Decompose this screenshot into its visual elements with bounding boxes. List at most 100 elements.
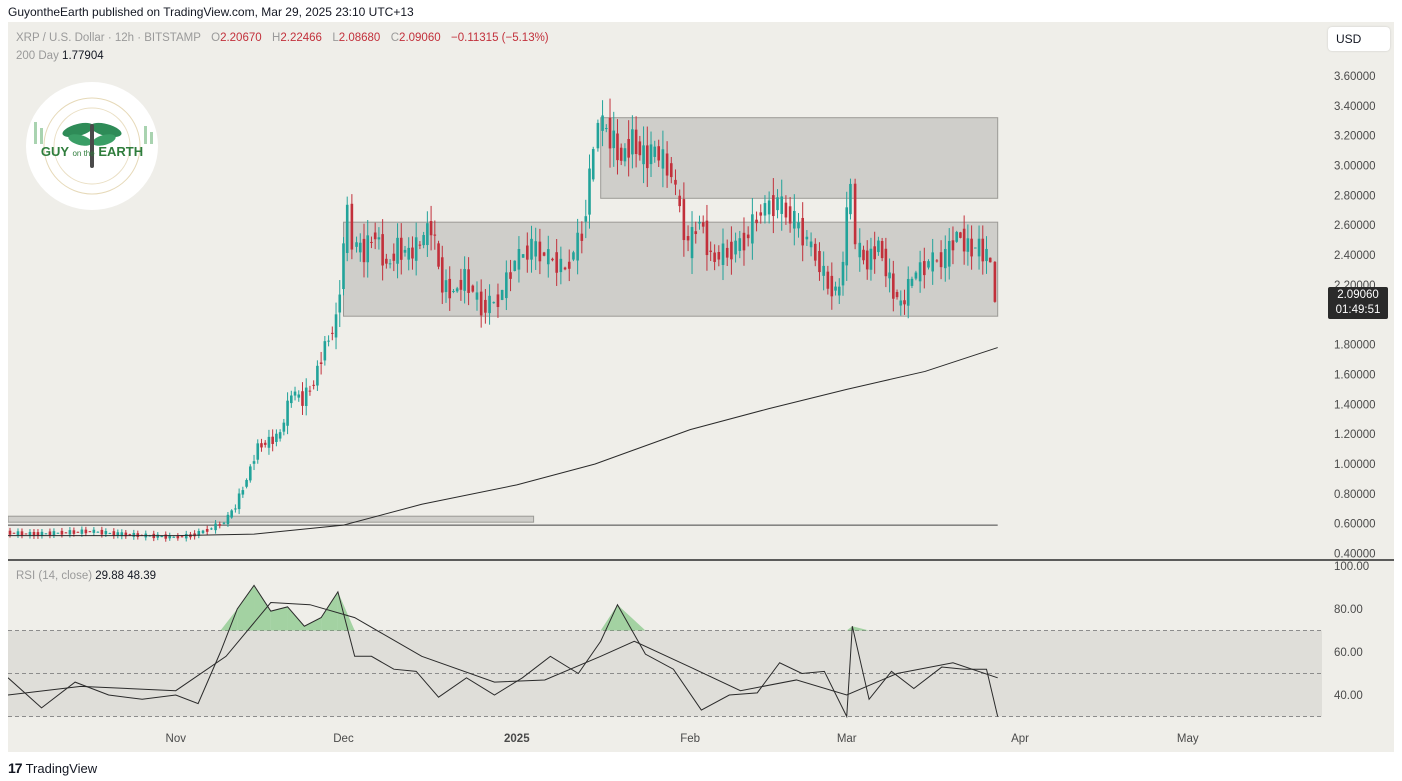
logo-text-guy: GUY xyxy=(40,144,69,159)
candle-body xyxy=(873,246,876,260)
candle-body xyxy=(492,302,496,304)
candle-body xyxy=(661,149,665,169)
guy-on-the-earth-logo: GUY on the EARTH xyxy=(26,82,158,210)
candle-body xyxy=(92,529,96,533)
rsi-layer xyxy=(8,584,1322,719)
candle-body xyxy=(392,253,396,261)
candle-body xyxy=(331,332,334,334)
rsi-overbought-fill xyxy=(237,585,255,631)
price-tick-label: 0.40000 xyxy=(1334,549,1376,561)
candle-body xyxy=(627,138,630,158)
time-axis: Nov Dec 2025 Feb Mar Apr May xyxy=(166,733,1199,745)
ma-layer xyxy=(8,347,998,537)
candle-body xyxy=(690,227,694,259)
candle-body xyxy=(385,258,388,264)
price-tick-label: 1.80000 xyxy=(1334,340,1376,352)
rsi-overbought-fill xyxy=(254,585,271,631)
candle-body xyxy=(226,514,230,525)
low-value: 2.08680 xyxy=(338,32,381,44)
candle-body xyxy=(452,290,455,292)
candle-body xyxy=(631,129,634,155)
candle-body xyxy=(40,531,44,536)
candle-body xyxy=(377,237,381,240)
candle-body xyxy=(16,531,20,536)
candle-body xyxy=(112,531,116,536)
candle-body xyxy=(286,400,289,426)
candle-body xyxy=(906,278,910,306)
candle-body xyxy=(293,391,297,396)
chart-svg[interactable]: 3.60000 3.40000 3.20000 3.00000 2.80000 2.600… xyxy=(8,22,1394,752)
candle-body xyxy=(588,168,591,215)
time-tick-label: Apr xyxy=(1011,733,1029,745)
candle-body xyxy=(988,257,992,263)
candle-body xyxy=(546,249,550,265)
tradingview-footer[interactable]: 17 TradingView xyxy=(8,760,97,776)
candle-body xyxy=(849,183,852,215)
candle-body xyxy=(943,248,947,269)
high-value: 2.22466 xyxy=(280,32,322,44)
low-label: L xyxy=(332,32,339,44)
candle-body xyxy=(88,531,92,533)
candle-body xyxy=(459,279,463,290)
rsi-tick-label: 60.00 xyxy=(1334,647,1363,659)
currency-button[interactable]: USD xyxy=(1328,27,1390,51)
candle-body xyxy=(437,243,440,267)
candle-body xyxy=(312,384,315,386)
candle-body xyxy=(694,231,698,235)
candle-body xyxy=(366,235,370,263)
candle-body xyxy=(555,252,558,273)
candle-body xyxy=(538,241,542,262)
candle-body xyxy=(271,436,274,444)
candle-body xyxy=(576,232,579,261)
candle-body xyxy=(892,273,895,299)
candle-body xyxy=(653,146,657,157)
candle-body xyxy=(355,242,358,247)
rsi-overbought-fill xyxy=(321,591,338,631)
candle-body xyxy=(358,242,362,253)
range-zone-2 xyxy=(8,515,535,523)
candle-body xyxy=(84,529,88,534)
candle-body xyxy=(230,510,233,518)
candle-body xyxy=(521,254,525,258)
candle-body xyxy=(222,522,226,524)
rsi-ma-value: 48.39 xyxy=(127,570,157,582)
candle-body xyxy=(862,249,865,261)
open-value: 2.20670 xyxy=(220,32,262,44)
candle-body xyxy=(877,240,880,253)
candle-body xyxy=(28,531,32,536)
close-label: C xyxy=(390,32,400,44)
candle-body xyxy=(822,265,825,276)
candle-body xyxy=(601,115,604,131)
price-tick-label: 2.40000 xyxy=(1334,250,1376,262)
logo-text-earth: EARTH xyxy=(98,144,144,159)
rsi-overbought-fill xyxy=(846,626,853,631)
candle-body xyxy=(256,443,260,460)
candle-body xyxy=(880,241,884,259)
candle-body xyxy=(645,145,649,169)
tradingview-brand: TradingView xyxy=(25,760,98,776)
open-label: O xyxy=(211,32,221,44)
candle-body xyxy=(334,314,338,338)
candle-body xyxy=(210,528,213,530)
candle-body xyxy=(362,238,366,263)
candle-body xyxy=(399,237,403,260)
candle-body xyxy=(649,144,653,165)
rsi-overbought-fill xyxy=(220,609,238,631)
rsi-overbought-fill xyxy=(617,604,646,631)
candle-body xyxy=(572,252,575,260)
chart-frame[interactable]: 3.60000 3.40000 3.20000 3.00000 2.80000 2.600… xyxy=(8,22,1394,752)
candle-body xyxy=(935,260,939,262)
candle-body xyxy=(100,529,104,535)
candle-body xyxy=(751,214,754,244)
price-tick-label: 1.00000 xyxy=(1334,459,1376,471)
candle-body xyxy=(801,217,804,246)
candle-body xyxy=(467,269,470,293)
candle-body xyxy=(275,433,278,442)
candle-body xyxy=(534,241,537,257)
candle-body xyxy=(12,532,16,534)
candle-body xyxy=(678,195,681,207)
candle-body xyxy=(742,232,746,251)
candle-body xyxy=(44,533,48,535)
candle-body xyxy=(725,247,729,258)
time-tick-label: 2025 xyxy=(504,733,530,745)
